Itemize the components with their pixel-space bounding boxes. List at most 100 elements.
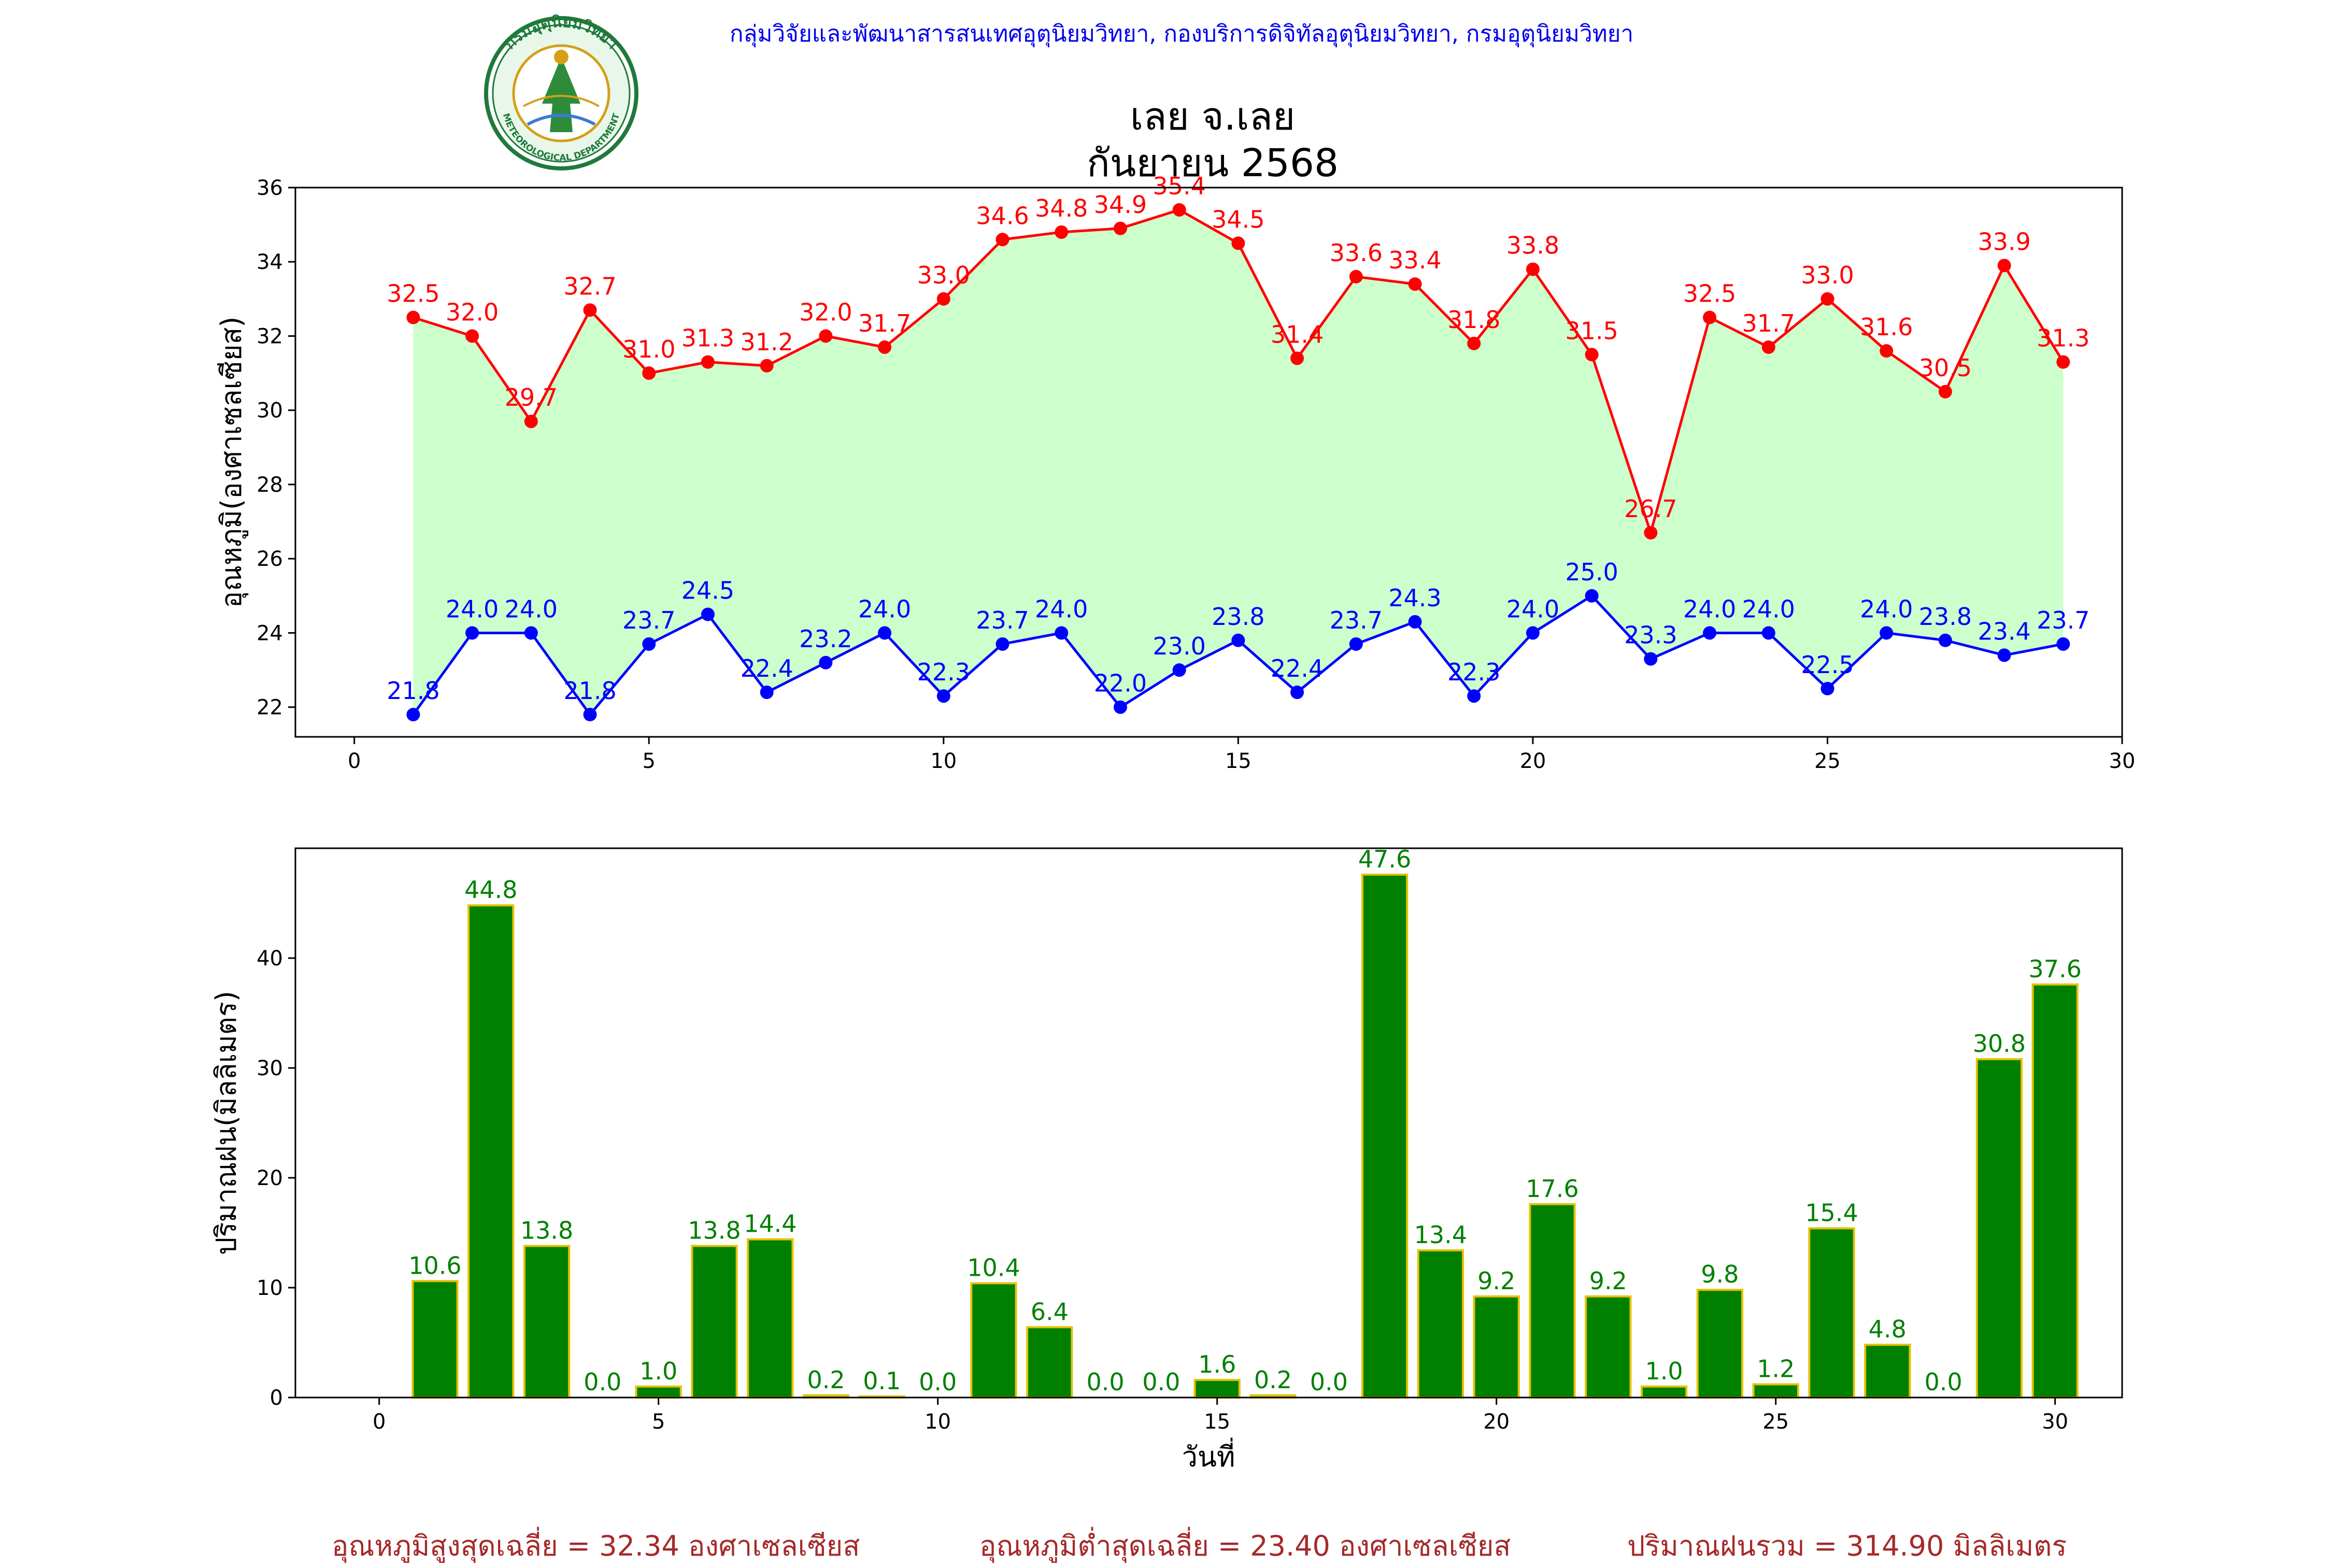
min-temperature-point <box>1585 589 1599 603</box>
min-temperature-label: 24.0 <box>1035 595 1088 623</box>
min-temperature-label: 22.3 <box>917 658 970 686</box>
max-temperature-label: 31.7 <box>858 309 911 337</box>
max-temperature-point <box>1938 384 1952 398</box>
max-temperature-point <box>878 340 892 354</box>
rainfall-bar <box>523 1245 571 1399</box>
rainfall-value-label: 47.6 <box>1358 845 1411 873</box>
y-tick-label: 32 <box>257 324 283 348</box>
min-temperature-point <box>1172 663 1186 677</box>
min-temperature-point <box>1880 626 1894 640</box>
temperature-y-axis-label: อุณหภูมิ(องศาเซลเซียส) <box>215 317 249 608</box>
max-temperature-label: 33.9 <box>1978 227 2030 255</box>
rainfall-value-label: 0.2 <box>807 1366 845 1394</box>
min-temperature-label: 24.0 <box>858 595 911 623</box>
max-temperature-point <box>1644 526 1658 540</box>
rainfall-value-label: 0.0 <box>919 1368 957 1396</box>
max-temperature-label: 31.2 <box>740 328 793 356</box>
max-temperature-point <box>936 292 950 306</box>
max-temperature-point <box>1055 225 1069 239</box>
rainfall-value-label: 9.8 <box>1701 1260 1739 1288</box>
min-temperature-label: 22.4 <box>1271 654 1324 682</box>
temperature-plot-frame <box>294 187 2123 738</box>
max-temperature-label: 34.5 <box>1212 205 1264 233</box>
min-temperature-point <box>406 708 420 722</box>
rainfall-bar <box>2031 983 2079 1399</box>
x-tick-label: 5 <box>643 749 656 773</box>
max-temperature-point <box>642 366 656 380</box>
max-temperature-label: 34.9 <box>1094 191 1147 219</box>
rainfall-value-label: 0.0 <box>1086 1368 1124 1396</box>
rainfall-value-label: 30.8 <box>1973 1030 2026 1058</box>
max-temperature-label: 32.0 <box>446 298 499 326</box>
x-tick-label: 25 <box>1762 1410 1789 1434</box>
min-temperature-point <box>1821 681 1835 695</box>
rainfall-bar <box>1585 1295 1632 1399</box>
rainfall-value-label: 0.0 <box>584 1368 621 1396</box>
footer-avg-max: อุณหภูมิสูงสุดเฉลี่ย = 32.34 องศาเซลเซีย… <box>332 1530 860 1562</box>
rainfall-bar <box>1193 1379 1241 1399</box>
rainfall-value-label: 0.2 <box>1254 1366 1292 1394</box>
rainfall-bar <box>1808 1227 1855 1399</box>
max-temperature-point <box>1526 262 1540 276</box>
min-temperature-label: 22.3 <box>1447 658 1500 686</box>
rainfall-value-label: 0.1 <box>863 1367 901 1395</box>
max-temperature-label: 31.0 <box>622 335 675 363</box>
min-temperature-point <box>936 689 950 703</box>
min-temperature-label: 23.7 <box>2037 606 2089 634</box>
min-temperature-point <box>1290 686 1304 700</box>
x-tick-label: 10 <box>925 1410 951 1434</box>
y-tick-label: 34 <box>257 250 283 274</box>
min-temperature-point <box>465 626 479 640</box>
rainfall-value-label: 9.2 <box>1589 1267 1627 1295</box>
min-temperature-label: 22.4 <box>740 654 793 682</box>
min-temperature-point <box>524 626 538 640</box>
x-tick-label: 15 <box>1225 749 1252 773</box>
max-temperature-label: 32.5 <box>1683 280 1736 308</box>
min-temperature-label: 24.0 <box>1683 595 1736 623</box>
max-temperature-label: 29.7 <box>505 383 558 411</box>
rainfall-value-label: 13.8 <box>520 1216 573 1244</box>
rainfall-value-label: 14.4 <box>744 1210 797 1238</box>
max-temperature-label: 34.8 <box>1035 194 1088 222</box>
min-temperature-point <box>2056 637 2070 651</box>
x-tick-label: 30 <box>2042 1410 2068 1434</box>
rainfall-value-label: 17.6 <box>1526 1175 1579 1203</box>
rainfall-bar <box>1752 1383 1799 1399</box>
rainfall-value-label: 9.2 <box>1477 1267 1515 1295</box>
rainfall-panel: 10.644.813.80.0 1.013.8 14.40.2 0.1 0.010.46… <box>210 845 2123 1473</box>
temperature-panel: 32.532.029.732.731.0 31.3 31.232.0 31.733.0… <box>215 172 2135 773</box>
y-tick-label: 40 <box>257 947 283 971</box>
rainfall-bar <box>1529 1203 1576 1399</box>
max-temperature-label: 31.6 <box>1860 313 1913 341</box>
min-temperature-label: 23.8 <box>1919 603 1972 631</box>
min-temperature-label: 22.5 <box>1801 651 1854 679</box>
chart-title-station: เลย จ.เลย <box>1130 94 1296 139</box>
rainfall-plot-frame <box>294 847 2123 1399</box>
rainfall-value-label: 1.6 <box>1198 1350 1236 1378</box>
min-temperature-label: 23.2 <box>799 625 852 653</box>
min-temperature-point <box>1761 626 1775 640</box>
max-temperature-label: 33.0 <box>1801 261 1854 289</box>
min-temperature-label: 24.0 <box>1506 595 1559 623</box>
x-tick-label: 0 <box>373 1410 386 1434</box>
min-temperature-point <box>996 637 1009 651</box>
max-temperature-point <box>465 329 479 343</box>
min-temperature-point <box>1113 700 1127 714</box>
y-tick-label: 0 <box>270 1386 283 1410</box>
min-temperature-label: 25.0 <box>1565 558 1618 586</box>
max-temperature-point <box>1467 336 1481 350</box>
min-temperature-label: 23.8 <box>1212 603 1264 631</box>
rainfall-bar <box>1361 873 1409 1399</box>
min-temperature-point <box>1408 615 1422 629</box>
max-temperature-point <box>1880 344 1894 358</box>
meteorological-department-logo: กรมอุตุนิยมวิทยา METEOROLOGICAL DEPARTME… <box>484 13 638 170</box>
footer-avg-min: อุณหภูมิต่ำสุดเฉลี่ย = 23.40 องศาเซลเซีย… <box>979 1530 1511 1562</box>
max-temperature-label: 33.6 <box>1330 239 1383 267</box>
max-temperature-label: 31.8 <box>1447 306 1500 334</box>
max-temperature-label: 33.8 <box>1506 232 1559 260</box>
min-temperature-point <box>1349 637 1363 651</box>
rainfall-x-axis-label: วันที่ <box>1182 1437 1235 1473</box>
max-temperature-label: 33.4 <box>1388 246 1441 274</box>
y-tick-label: 24 <box>257 621 283 645</box>
max-temperature-point <box>1172 203 1186 217</box>
